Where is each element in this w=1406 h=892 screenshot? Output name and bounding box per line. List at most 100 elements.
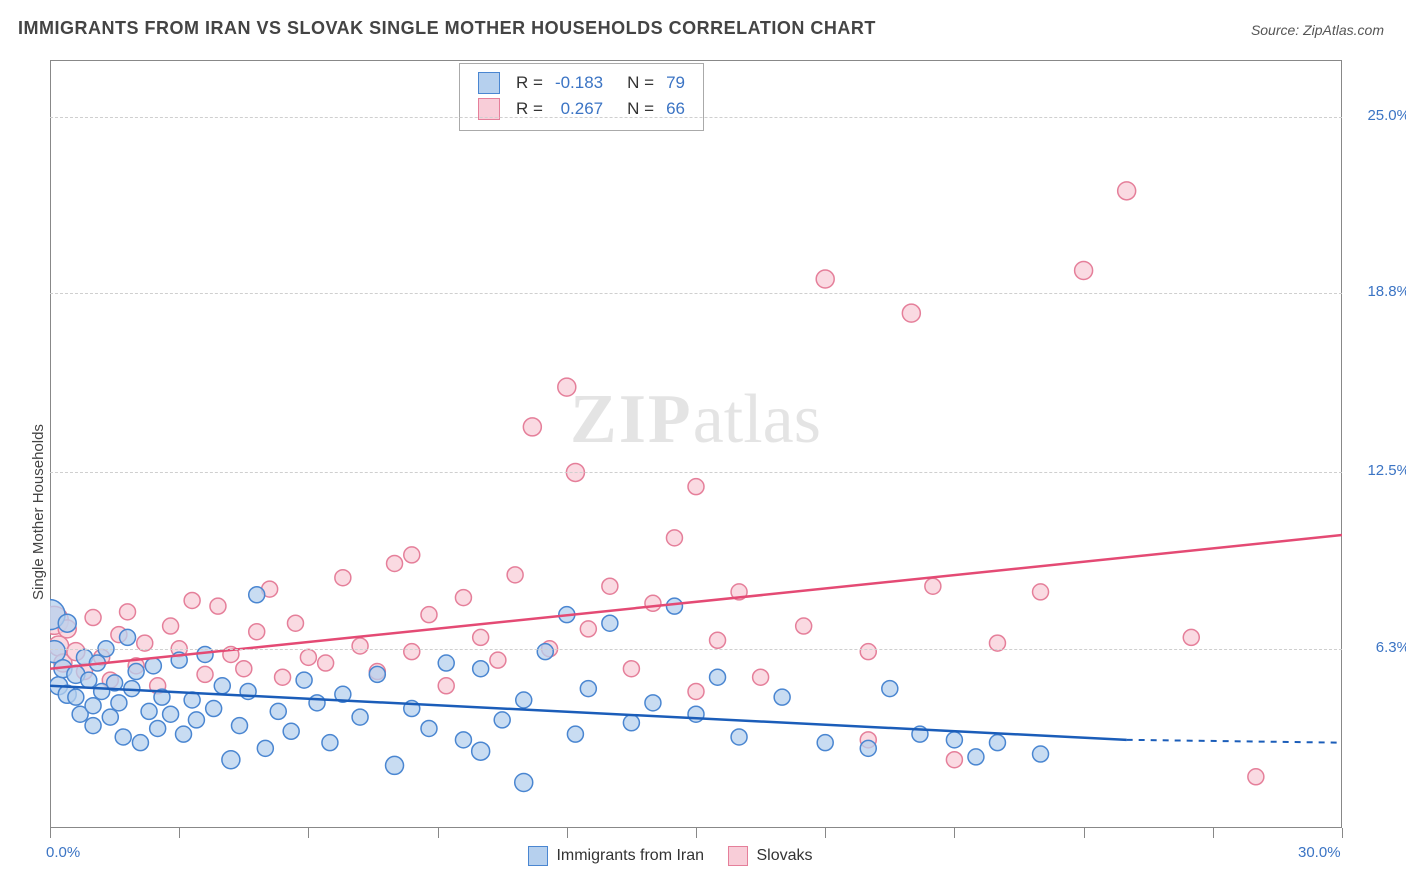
data-point-iran [537,644,553,660]
chart-title: IMMIGRANTS FROM IRAN VS SLOVAK SINGLE MO… [18,18,876,39]
swatch-iran-icon [528,846,548,866]
data-point-slovaks [645,595,661,611]
data-point-slovaks [623,661,639,677]
data-point-iran [774,689,790,705]
r-value-iran: -0.183 [549,70,609,96]
data-point-slovaks [163,618,179,634]
scatter-plot-svg [50,60,1342,828]
data-point-iran [81,672,97,688]
data-point-slovaks [184,592,200,608]
x-tick-mark [438,828,439,838]
data-point-slovaks [902,304,920,322]
legend-table: R = -0.183 N = 79 R = 0.267 N = 66 [472,70,691,122]
data-point-slovaks [580,621,596,637]
data-point-slovaks [473,629,489,645]
data-point-slovaks [335,570,351,586]
data-point-iran [688,706,704,722]
grid-line [50,649,1342,650]
data-point-iran [352,709,368,725]
data-point-iran [882,681,898,697]
data-point-slovaks [421,607,437,623]
data-point-slovaks [946,752,962,768]
data-point-slovaks [688,683,704,699]
data-point-slovaks [1075,261,1093,279]
data-point-slovaks [236,661,252,677]
swatch-slovaks-icon [728,846,748,866]
legend-correlation-box: R = -0.183 N = 79 R = 0.267 N = 66 [459,63,704,131]
data-point-iran [141,703,157,719]
data-point-slovaks [438,678,454,694]
data-point-iran [115,729,131,745]
source-credit: Source: ZipAtlas.com [1251,22,1384,38]
data-point-iran [58,614,76,632]
data-point-slovaks [925,578,941,594]
data-point-iran [188,712,204,728]
data-point-iran [645,695,661,711]
data-point-iran [206,701,222,717]
data-point-slovaks [210,598,226,614]
data-point-iran [214,678,230,694]
x-tick-label-right: 30.0% [1298,844,1341,861]
n-label-slovaks: N = [621,96,660,122]
data-point-slovaks [404,644,420,660]
data-point-iran [309,695,325,711]
data-point-iran [163,706,179,722]
data-point-iran [989,735,1005,751]
grid-line [50,293,1342,294]
x-tick-mark [50,828,51,838]
data-point-iran [580,681,596,697]
x-tick-mark [179,828,180,838]
data-point-iran [386,756,404,774]
data-point-iran [102,709,118,725]
data-point-slovaks [197,666,213,682]
data-point-slovaks [455,590,471,606]
grid-line [50,117,1342,118]
legend-row-iran: R = -0.183 N = 79 [472,70,691,96]
data-point-iran [85,718,101,734]
data-point-iran [438,655,454,671]
data-point-iran [270,703,286,719]
x-tick-label-left: 0.0% [46,844,80,861]
data-point-iran [249,587,265,603]
data-point-iran [860,740,876,756]
data-point-slovaks [860,644,876,660]
data-point-slovaks [1033,584,1049,600]
x-tick-mark [1342,828,1343,838]
x-tick-mark [1213,828,1214,838]
data-point-iran [222,751,240,769]
data-point-iran [369,666,385,682]
x-tick-mark [954,828,955,838]
data-point-iran [817,735,833,751]
data-point-slovaks [287,615,303,631]
source-name: ZipAtlas.com [1303,22,1384,38]
x-tick-mark [825,828,826,838]
data-point-slovaks [300,649,316,665]
data-point-iran [946,732,962,748]
r-label-slovaks: R = [510,96,549,122]
r-label-iran: R = [510,70,549,96]
data-point-slovaks [352,638,368,654]
data-point-iran [710,669,726,685]
data-point-iran [150,720,166,736]
source-prefix: Source: [1251,22,1303,38]
swatch-iran [478,72,500,94]
data-point-iran [322,735,338,751]
data-point-iran [283,723,299,739]
data-point-slovaks [688,479,704,495]
data-point-slovaks [816,270,834,288]
data-point-slovaks [666,530,682,546]
data-point-slovaks [1248,769,1264,785]
data-point-iran [731,729,747,745]
y-tick-label: 6.3% [1350,639,1406,656]
data-point-slovaks [387,555,403,571]
data-point-iran [666,598,682,614]
data-point-slovaks [507,567,523,583]
y-tick-label: 25.0% [1350,107,1406,124]
data-point-iran [567,726,583,742]
data-point-iran [515,773,533,791]
legend-row-slovaks: R = 0.267 N = 66 [472,96,691,122]
data-point-iran [132,735,148,751]
legend-item-iran: Immigrants from Iran [528,846,704,866]
x-tick-mark [308,828,309,838]
y-tick-label: 18.8% [1350,283,1406,300]
